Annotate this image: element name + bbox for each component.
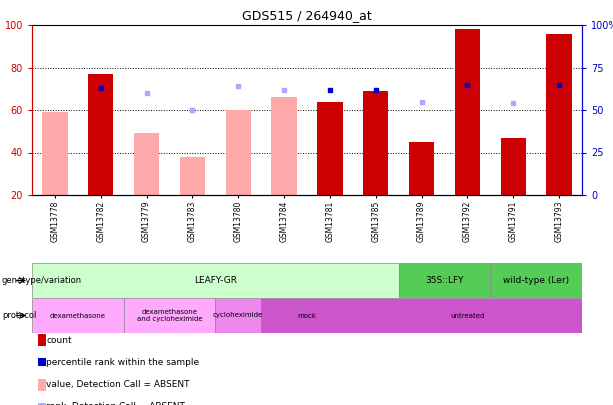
Text: mock: mock [297,313,316,318]
Bar [490,263,582,298]
Bar [32,263,398,298]
Text: wild-type (Ler): wild-type (Ler) [503,276,569,285]
Bar [546,34,572,195]
Bar [409,142,434,195]
Text: LEAFY-GR: LEAFY-GR [194,276,237,285]
Text: value, Detection Call = ABSENT: value, Detection Call = ABSENT [47,380,190,389]
Text: protocol: protocol [2,311,36,320]
Bar [272,97,297,195]
Bar [124,298,215,333]
Text: dexamethasone: dexamethasone [50,313,106,318]
Bar [501,138,526,195]
Text: genotype/variation: genotype/variation [2,276,82,285]
Text: percentile rank within the sample: percentile rank within the sample [47,358,199,367]
Text: untreated: untreated [450,313,485,318]
Text: dexamethasone
and cycloheximide: dexamethasone and cycloheximide [137,309,202,322]
Text: count: count [47,336,72,345]
Bar [455,29,480,195]
Bar [353,298,582,333]
Text: GDS515 / 264940_at: GDS515 / 264940_at [242,9,371,22]
Text: cycloheximide: cycloheximide [213,313,264,318]
Bar [215,298,261,333]
Bar [363,91,389,195]
Bar [318,102,343,195]
Bar [226,110,251,195]
Bar [180,157,205,195]
Text: 35S::LFY: 35S::LFY [425,276,464,285]
Bar [134,133,159,195]
Bar [88,74,113,195]
Bar [398,263,490,298]
Bar [32,298,124,333]
Text: rank, Detection Call = ABSENT: rank, Detection Call = ABSENT [47,403,185,405]
Bar [261,298,353,333]
Bar [42,112,67,195]
